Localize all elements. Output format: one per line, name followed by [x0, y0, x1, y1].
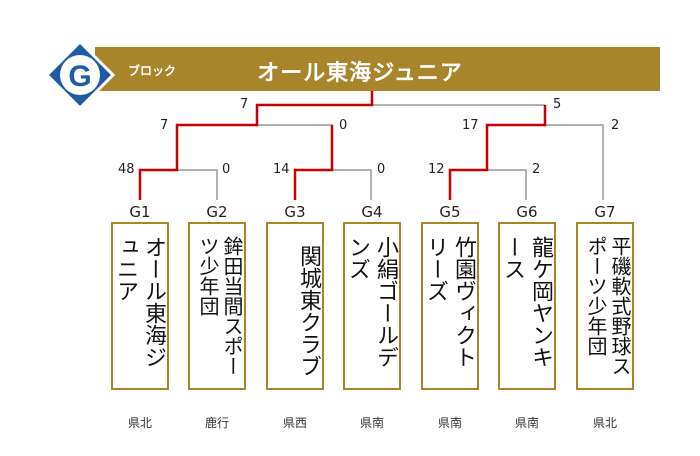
team-box-g4: 小絹ゴールデンズ	[343, 222, 401, 390]
team-name-g2: 鉾田当間スポーツ少年団	[196, 236, 244, 376]
score-g5: 12	[428, 162, 445, 177]
team-code-g6: G6	[516, 203, 538, 221]
score-g2: 0	[222, 162, 231, 177]
score-g4: 0	[377, 162, 386, 177]
team-box-g5: 竹園ヴィクトリーズ	[421, 222, 479, 390]
team-name-g7: 平磯軟式野球スポーツ少年団	[584, 236, 632, 376]
team-box-g1: オール東海ジュニア	[111, 222, 169, 390]
team-region-g5: 県南	[437, 416, 462, 430]
block-letter: G	[68, 60, 91, 93]
team-code-g5: G5	[439, 203, 461, 221]
score-round2-right-lower: 2	[611, 118, 620, 133]
bracket-line-g7	[545, 124, 604, 200]
team-box-g7: 平磯軟式野球スポーツ少年団	[576, 222, 634, 390]
score-final-right: 5	[553, 97, 562, 112]
team-code-g2: G2	[206, 203, 228, 221]
block-label: ブロック	[128, 64, 177, 78]
team-name-g4: 小絹ゴールデンズ	[345, 236, 398, 368]
bracket-line-left-lower	[257, 124, 333, 140]
score-g1: 48	[118, 162, 135, 177]
page-title: オール東海ジュニア	[257, 61, 463, 86]
bracket-line-g4	[332, 169, 372, 200]
bracket-line-g6	[487, 169, 527, 200]
team-region-g6: 県南	[514, 416, 539, 430]
team-name-g3: 関城東クラブ	[296, 245, 321, 377]
team-region-g4: 県南	[359, 416, 384, 430]
score-round2-right-upper: 17	[462, 118, 479, 133]
team-name-g5: 竹園ヴィクトリーズ	[423, 236, 476, 368]
team-box-g6: 龍ケ岡ヤンキース	[498, 222, 556, 390]
team-box-g3: 関城東クラブ	[266, 222, 324, 390]
win-line-g1	[138, 88, 374, 200]
score-round2-left-upper: 7	[160, 118, 169, 133]
score-g6: 2	[532, 162, 541, 177]
team-code-g3: G3	[284, 203, 306, 221]
team-code-g1: G1	[129, 203, 151, 221]
team-code-g4: G4	[361, 203, 383, 221]
team-region-g7: 県北	[592, 416, 617, 430]
team-region-g3: 県西	[282, 416, 307, 430]
score-round2-left-lower: 0	[339, 118, 348, 133]
team-box-g2: 鉾田当間スポーツ少年団	[188, 222, 246, 390]
win-line-g3	[293, 125, 334, 200]
team-code-g7: G7	[594, 203, 616, 221]
header-bar	[95, 47, 660, 91]
bracket-line-g2	[177, 169, 218, 200]
team-name-g1: オール東海ジュニア	[113, 236, 166, 368]
team-name-g6: 龍ケ岡ヤンキース	[500, 236, 553, 368]
block-badge-icon: G	[45, 40, 115, 110]
score-final-left: 7	[240, 97, 249, 112]
team-region-g1: 県北	[127, 416, 152, 430]
score-g3: 14	[273, 162, 290, 177]
win-line-g5	[448, 105, 547, 200]
team-region-g2: 鹿行	[204, 416, 229, 430]
